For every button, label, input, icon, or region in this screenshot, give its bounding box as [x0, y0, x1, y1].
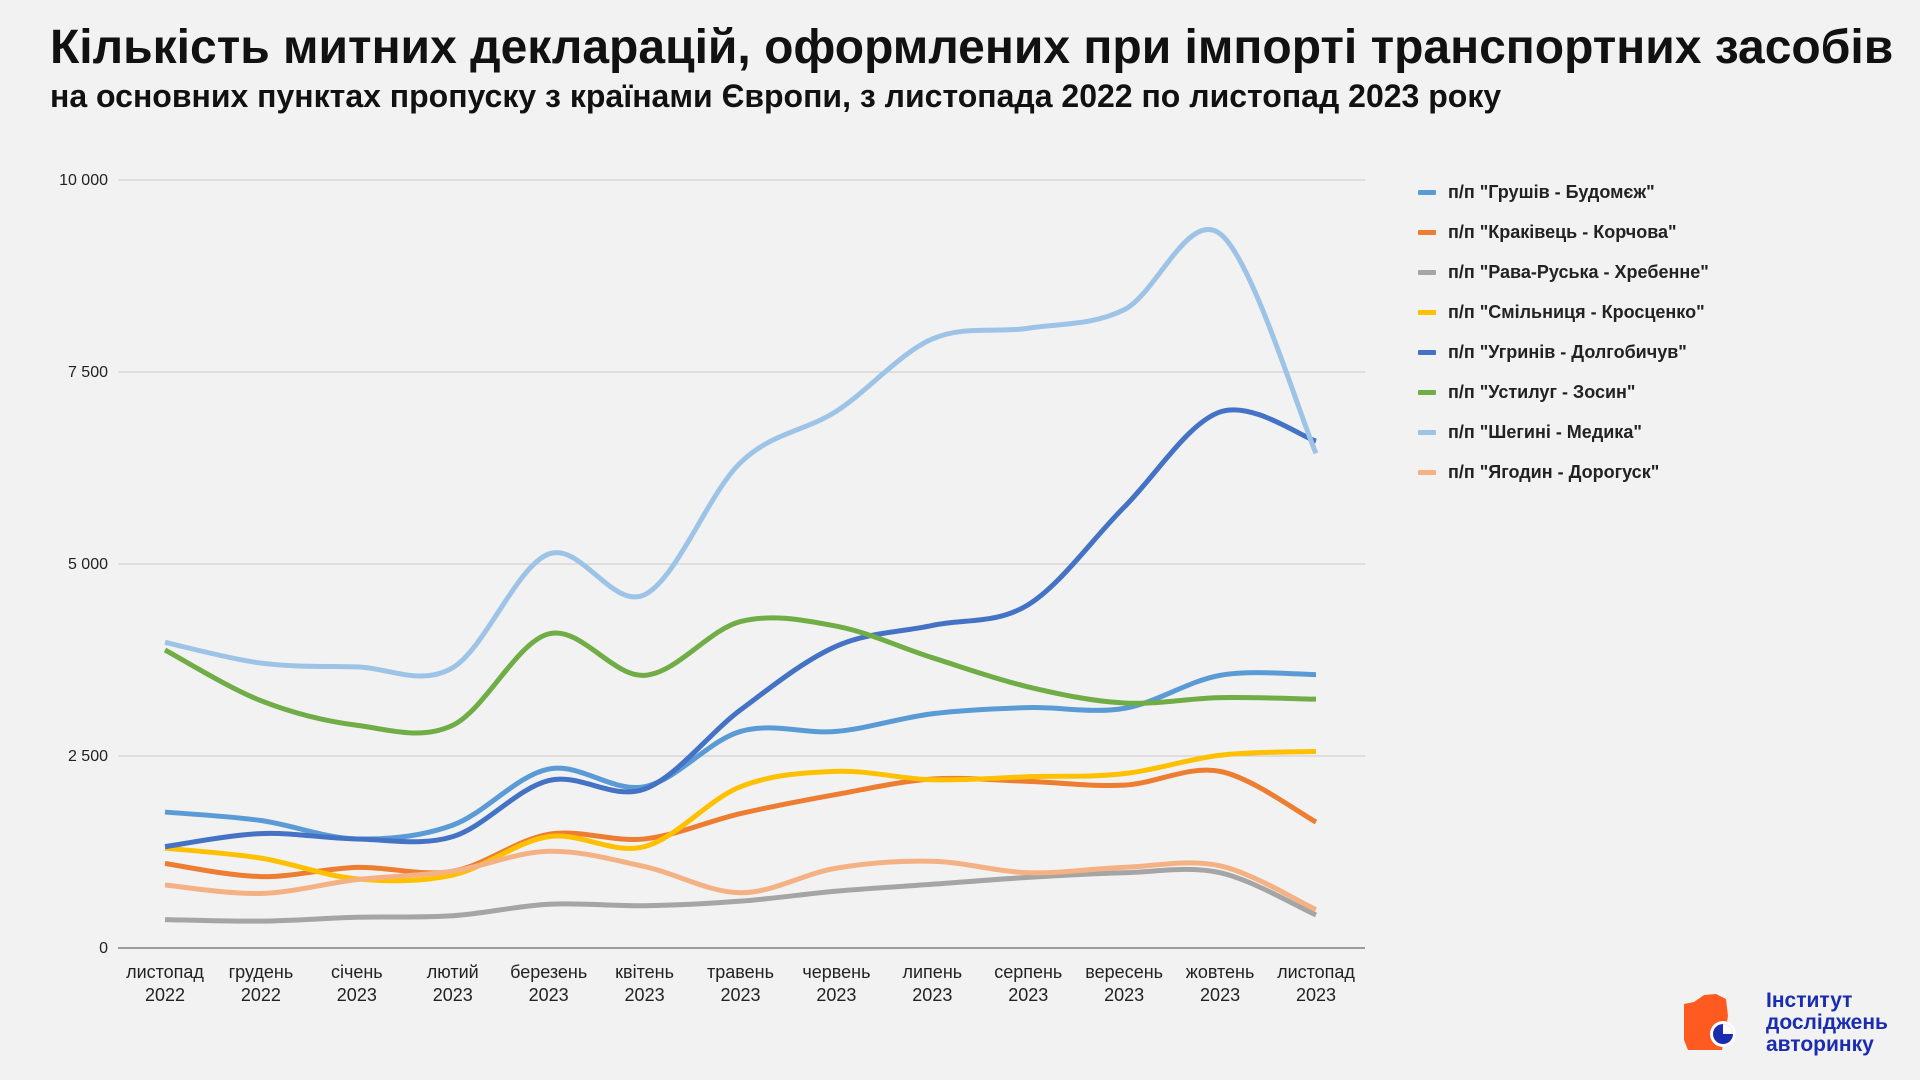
legend-label: п/п "Устилуг - Зосин": [1448, 381, 1636, 402]
x-tick-label: березень 2023: [510, 962, 587, 1005]
logo-icon: [1684, 994, 1736, 1050]
x-tick-label: листопад 2022: [126, 962, 204, 1005]
x-tick-label: грудень 2022: [229, 962, 294, 1005]
series-lines: [163, 227, 1319, 924]
x-tick-label: червень 2023: [802, 962, 870, 1005]
legend-label: п/п "Угринів - Долгобичув": [1448, 341, 1687, 362]
x-tick-label: вересень 2023: [1085, 962, 1163, 1005]
legend-swatch: [1418, 229, 1436, 235]
legend-label: п/п "Смільниця - Кросценко": [1448, 301, 1705, 322]
y-tick-label: 0: [99, 940, 108, 957]
legend-label: п/п "Грушів - Будомєж": [1448, 181, 1655, 202]
y-axis-ticks: 0 2 500 5 000 7 500 10 000: [59, 172, 108, 957]
series-line-6: [163, 615, 1317, 736]
y-tick-label: 10 000: [59, 172, 108, 189]
x-tick-label: липень 2023: [903, 962, 963, 1005]
legend-swatch: [1418, 389, 1436, 395]
series-line-8: [164, 848, 1318, 912]
x-tick-label: листопад 2023: [1277, 962, 1355, 1005]
legend-label: п/п "Ягодин - Дорогуск": [1448, 461, 1660, 482]
series-line-3: [164, 866, 1318, 924]
legend-label: п/п "Краківець - Корчова": [1448, 221, 1677, 242]
legend-item: п/п "Ягодин - Дорогуск": [1418, 452, 1709, 492]
x-tick-label: травень 2023: [707, 962, 774, 1005]
series-line-7: [164, 227, 1319, 679]
x-axis-ticks: листопад 2022 грудень 2022 січень 2023 лютий 20…: [126, 962, 1355, 1005]
y-tick-label: 2 500: [68, 748, 108, 765]
legend-label: п/п "Рава-Руська - Хребенне": [1448, 261, 1709, 282]
x-tick-label: жовтень 2023: [1186, 962, 1255, 1005]
legend-item: п/п "Шегині - Медика": [1418, 412, 1709, 452]
chart-subtitle: на основних пунктах пропуску з країнами …: [50, 78, 1502, 114]
logo-line-3: авторинку: [1766, 1033, 1874, 1056]
legend-item: п/п "Краківець - Корчова": [1418, 212, 1709, 252]
legend-item: п/п "Рава-Руська - Хребенне": [1418, 252, 1709, 292]
series-line-5: [164, 407, 1317, 850]
legend: п/п "Грушів - Будомєж" п/п "Краківець - К…: [1418, 172, 1709, 492]
logo-line-1: Інститут: [1766, 989, 1853, 1012]
logo-text: Інститут досліджень авторинку: [1766, 990, 1888, 1056]
y-tick-label: 5 000: [68, 556, 108, 573]
y-tick-label: 7 500: [68, 364, 108, 381]
legend-swatch: [1418, 429, 1436, 435]
x-tick-label: лютий 2023: [427, 962, 479, 1005]
grid-lines: [118, 179, 1365, 949]
chart-title: Кількість митних декларацій, оформлених …: [50, 21, 1894, 74]
legend-item: п/п "Угринів - Долгобичув": [1418, 332, 1709, 372]
legend-item: п/п "Устилуг - Зосин": [1418, 372, 1709, 412]
legend-swatch: [1418, 189, 1436, 195]
series-line-2: [164, 767, 1318, 880]
logo-line-2: досліджень: [1766, 1011, 1888, 1034]
legend-swatch: [1418, 309, 1436, 315]
legend-swatch: [1418, 469, 1436, 475]
legend-item: п/п "Грушів - Будомєж": [1418, 172, 1709, 212]
legend-swatch: [1418, 269, 1436, 275]
x-tick-label: серпень 2023: [994, 962, 1062, 1005]
x-tick-label: квітень 2023: [615, 962, 674, 1005]
x-tick-label: січень 2023: [331, 962, 383, 1005]
legend-item: п/п "Смільниця - Кросценко": [1418, 292, 1709, 332]
legend-label: п/п "Шегині - Медика": [1448, 421, 1642, 442]
legend-swatch: [1418, 349, 1436, 355]
